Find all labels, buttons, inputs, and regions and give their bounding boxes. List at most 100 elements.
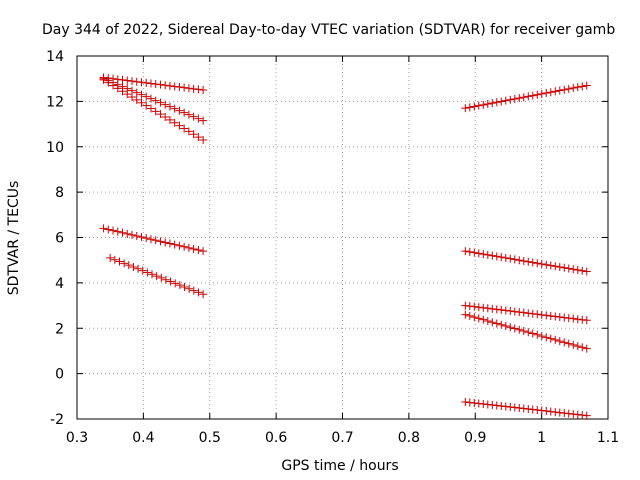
series-track-f [461,81,591,113]
data-point [501,402,510,411]
x-tick-label: 1.1 [597,430,619,446]
data-point [123,76,132,85]
data-point [138,266,147,275]
data-point [137,233,146,242]
data-point [519,256,528,265]
data-point [555,262,564,271]
data-point [506,307,515,316]
data-point [465,247,474,256]
data-point [506,323,515,332]
data-point [142,101,151,110]
data-point [510,255,519,264]
data-point [180,83,189,92]
data-point [497,97,506,106]
data-point [479,250,488,259]
data-point [560,409,569,418]
data-point [132,77,141,86]
data-point [542,311,551,320]
data-point [564,409,573,418]
data-point [465,398,474,407]
data-point [533,310,542,319]
data-point [569,314,578,323]
data-point [564,339,573,348]
data-point [470,398,479,407]
data-point [165,115,174,124]
series-track-c [99,75,208,144]
data-point [542,89,551,98]
data-point [578,315,587,324]
data-point [461,247,470,256]
data-point [184,127,193,136]
data-point [582,316,591,325]
data-point [465,302,474,311]
data-point [573,266,582,275]
data-point [488,99,497,108]
data-point [533,406,542,415]
data-point [551,312,560,321]
data-point [483,304,492,313]
x-tick-label: 0.6 [265,430,287,446]
data-point [132,95,141,104]
data-point [132,231,141,240]
data-point [488,251,497,260]
data-point [582,267,591,276]
data-point [555,408,564,417]
data-point [492,305,501,314]
series-track-d [99,224,208,256]
data-point [501,96,510,105]
data-point [479,303,488,312]
data-point [189,286,198,295]
data-point [109,226,118,235]
data-point [161,100,170,109]
x-tick-label: 0.3 [66,430,88,446]
x-tick-label: 1 [537,430,546,446]
data-point [465,311,474,320]
data-point [519,327,528,336]
y-tick-label: 14 [46,49,64,65]
data-point [537,310,546,319]
data-point [501,253,510,262]
data-point [194,288,203,297]
data-point [113,227,122,236]
data-point [564,84,573,93]
data-point [542,407,551,416]
data-points [99,73,591,420]
data-point [582,344,591,353]
data-point [470,248,479,257]
data-point [524,92,533,101]
data-point [189,84,198,93]
series-track-j [461,397,591,420]
data-point [578,82,587,91]
data-point [118,87,127,96]
data-point [194,246,203,255]
data-point [123,229,132,238]
data-point [123,90,132,99]
y-tick-label: 4 [55,276,64,292]
data-point [573,410,582,419]
data-point [127,77,136,86]
x-tick-label: 0.7 [331,430,353,446]
data-point [151,236,160,245]
data-point [165,102,174,111]
data-point [582,81,591,90]
data-point [194,133,203,142]
data-point [146,235,155,244]
data-point [546,261,555,270]
data-point [461,301,470,310]
data-point [560,313,569,322]
data-point [170,104,179,113]
data-point [546,88,555,97]
data-point [533,330,542,339]
y-tick-labels: -2 0 2 4 6 8 10 12 14 [46,49,64,428]
data-point [143,268,152,277]
data-point [110,255,119,264]
data-point [555,86,564,95]
data-point [127,92,136,101]
data-point [113,84,122,93]
data-point [175,106,184,115]
data-point [161,275,170,284]
data-point [573,315,582,324]
data-point [474,303,483,312]
data-point [510,94,519,103]
data-point [189,130,198,139]
